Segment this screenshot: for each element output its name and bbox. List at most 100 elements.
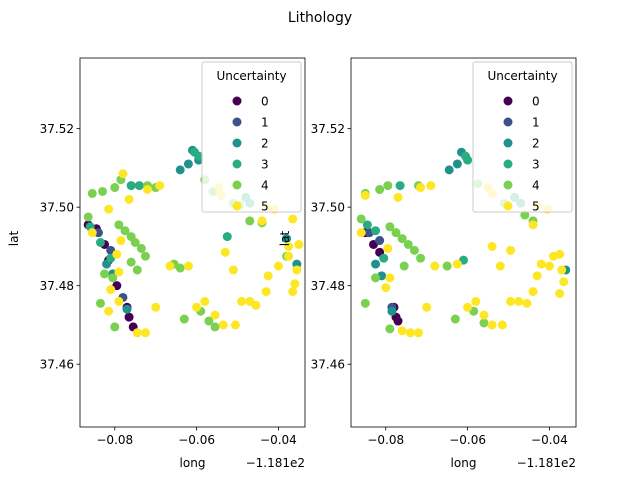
left-legend-label-2: 2 [261, 137, 269, 151]
right-legend-label-4: 4 [532, 179, 540, 193]
left-point-uncertainty-5 [106, 285, 116, 295]
right-legend-marker-4 [503, 180, 513, 190]
right-point-uncertainty-5 [381, 283, 391, 293]
left-legend-marker-3 [232, 159, 242, 169]
right-point-uncertainty-4 [385, 324, 395, 334]
right-point-uncertainty-5 [506, 296, 516, 306]
left-point-uncertainty-5 [114, 296, 124, 306]
right-point-uncertainty-3 [463, 155, 473, 165]
left-legend-label-1: 1 [261, 116, 269, 130]
left-point-uncertainty-4 [114, 220, 124, 230]
left-point-uncertainty-5 [132, 328, 142, 338]
left-x-tick-label: −0.06 [178, 433, 215, 447]
right-y-tick-label: 37.46 [311, 358, 345, 372]
right-point-uncertainty-2 [444, 165, 454, 175]
left-point-uncertainty-2 [175, 165, 185, 175]
left-point-uncertainty-3 [126, 181, 136, 191]
right-legend-marker-1 [503, 117, 513, 127]
right-legend-marker-2 [503, 138, 513, 148]
left-point-uncertainty-5 [284, 241, 294, 251]
left-point-uncertainty-5 [200, 296, 210, 306]
left-point-uncertainty-5 [183, 261, 193, 271]
right-point-uncertainty-5 [463, 302, 473, 312]
left-point-uncertainty-5 [220, 247, 230, 257]
right-x-tick-label: −0.04 [531, 433, 568, 447]
left-point-uncertainty-4 [130, 238, 140, 247]
left-y-tick-label: 37.52 [40, 122, 74, 136]
right-x-ticks: −0.08 −0.06 −0.04 [367, 427, 568, 447]
left-point-uncertainty-3 [134, 181, 144, 191]
right-point-uncertainty-4 [403, 239, 413, 249]
right-scatter-panel: −0.08 −0.06 −0.04 37.46 37.48 37.50 37.52 lon… [278, 57, 577, 470]
right-point-uncertainty-5 [514, 296, 524, 306]
right-point-uncertainty-0 [393, 316, 403, 326]
left-legend-label-4: 4 [261, 179, 269, 193]
left-y-tick-label: 37.50 [40, 201, 74, 215]
left-point-uncertainty-0 [124, 312, 134, 322]
left-legend-items: 0 1 2 3 4 5 [232, 95, 269, 214]
right-point-uncertainty-5 [416, 183, 426, 193]
left-point-uncertainty-5 [124, 194, 134, 204]
right-point-uncertainty-4 [416, 253, 426, 263]
left-legend-marker-5 [232, 201, 242, 211]
right-y-tick-label: 37.52 [311, 122, 345, 136]
left-point-uncertainty-4 [175, 263, 185, 273]
left-point-uncertainty-4 [179, 314, 189, 324]
left-point-uncertainty-5 [237, 296, 247, 306]
right-point-uncertainty-4 [520, 210, 530, 220]
right-point-uncertainty-5 [360, 190, 370, 200]
left-point-uncertainty-5 [151, 302, 161, 312]
left-point-uncertainty-4 [245, 216, 255, 226]
right-point-uncertainty-4 [399, 261, 409, 271]
left-point-uncertainty-5 [263, 271, 273, 281]
left-legend-marker-1 [232, 117, 242, 127]
right-point-uncertainty-5 [452, 259, 462, 269]
right-point-uncertainty-4 [442, 261, 452, 271]
right-point-uncertainty-5 [422, 302, 432, 312]
left-axes-frame [79, 57, 306, 428]
right-point-uncertainty-4 [409, 245, 419, 255]
left-point-uncertainty-5 [230, 320, 240, 330]
left-point-uncertainty-2 [183, 159, 193, 169]
left-point-uncertainty-5 [116, 236, 126, 246]
left-point-uncertainty-5 [140, 328, 150, 338]
left-y-axis-label: lat [7, 231, 21, 247]
right-legend: Uncertainty 0 1 2 3 4 5 [472, 61, 573, 214]
left-point-uncertainty-5 [192, 302, 202, 312]
right-legend-label-1: 1 [532, 116, 540, 130]
right-point-uncertainty-5 [557, 265, 567, 275]
right-point-uncertainty-4 [397, 234, 407, 244]
left-point-uncertainty-5 [257, 216, 267, 226]
left-y-tick-label: 37.46 [40, 358, 74, 372]
right-legend-box [472, 61, 573, 213]
left-point-uncertainty-2 [122, 304, 132, 314]
left-point-uncertainty-5 [288, 214, 298, 224]
left-point-uncertainty-5 [155, 181, 165, 191]
right-point-uncertainty-3 [371, 226, 381, 236]
right-point-uncertainty-5 [405, 328, 415, 338]
left-point-uncertainty-5 [294, 239, 304, 249]
right-point-uncertainty-5 [385, 273, 395, 283]
left-point-uncertainty-4 [120, 226, 130, 236]
left-point-uncertainty-5 [284, 251, 294, 261]
left-point-uncertainty-5 [210, 310, 220, 320]
left-point-uncertainty-3 [95, 238, 105, 247]
right-point-uncertainty-5 [397, 326, 407, 336]
right-point-uncertainty-3 [379, 253, 389, 263]
left-point-uncertainty-4 [210, 322, 220, 332]
right-legend-label-2: 2 [532, 137, 540, 151]
left-point-uncertainty-4 [95, 298, 105, 308]
right-point-uncertainty-4 [356, 214, 366, 224]
left-point-uncertainty-3 [194, 151, 204, 161]
left-point-uncertainty-4 [126, 257, 136, 267]
right-point-uncertainty-5 [559, 277, 569, 287]
right-point-uncertainty-4 [450, 314, 460, 324]
right-point-uncertainty-5 [528, 220, 538, 230]
left-legend: Uncertainty 0 1 2 3 4 5 [201, 61, 302, 214]
right-legend-items: 0 1 2 3 4 5 [503, 95, 540, 214]
left-point-uncertainty-5 [104, 306, 114, 316]
right-point-uncertainty-5 [555, 289, 565, 299]
right-point-uncertainty-5 [393, 192, 403, 202]
left-y-ticks: 37.46 37.48 37.50 37.52 [40, 122, 80, 372]
